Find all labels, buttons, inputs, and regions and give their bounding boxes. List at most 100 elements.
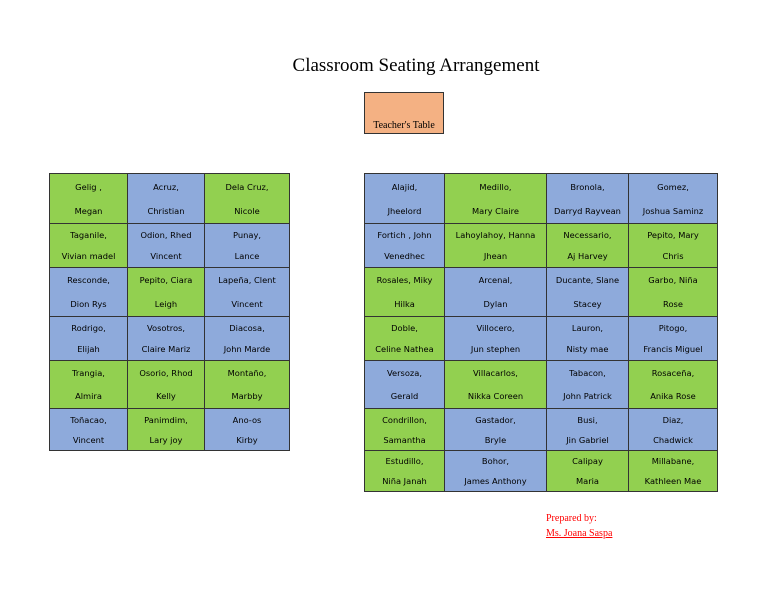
seat-name-line1: Diaz, [662, 414, 684, 425]
seat-name-line1: Montaño, [227, 368, 267, 378]
seat-name-line2: Venedhec [384, 251, 425, 261]
seat: Villacarlos, Nikka Coreen [444, 360, 547, 409]
seat-row: Fortich , John Venedhec Lahoylahoy, Hanna J… [364, 223, 718, 268]
seat-name-line1: Bohor, [481, 456, 510, 467]
seat-name-line2: Megan [74, 205, 103, 216]
teachers-table: Teacher's Table [364, 92, 444, 134]
seat-name-line2: Hilka [394, 298, 415, 309]
seat-name-line2: Lary joy [149, 434, 183, 445]
seat: Doble, Celine Nathea [364, 316, 445, 361]
seat-name-line2: Vincent [72, 434, 105, 445]
seat: Vosotros, Claire Mariz [127, 316, 205, 361]
seat: Tabacon, John Patrick [546, 360, 629, 409]
seat: Calipay Maria [546, 450, 629, 492]
seat: Bronola, Darryd Rayvean [546, 173, 629, 224]
seat-name-line1: Rosales, Miky [376, 275, 433, 286]
seat: Gastador, Bryle [444, 408, 547, 451]
seat-name-line2: Dylan [483, 298, 508, 309]
seat: Gomez, Joshua Saminz [628, 173, 718, 224]
seat-name-line2: Jheelord [387, 205, 422, 216]
seat-name-line1: Arcenal, [478, 275, 513, 286]
seat-row: Versoza, Gerald Villacarlos, Nikka Coreen Ta… [364, 360, 718, 409]
seat: Taganile, Vivian madel [49, 223, 128, 268]
seat-name-line1: Odion, Rhed [140, 230, 192, 240]
seat-name-line2: Nikka Coreen [467, 391, 524, 401]
seat: Estudillo, Niña Janah [364, 450, 445, 492]
seat-name-line1: Alajid, [391, 181, 418, 192]
seat: Diacosa, John Marde [204, 316, 290, 361]
seat-name-line2: Christian [147, 205, 185, 216]
seat-name-line2: Francis Miguel [643, 344, 703, 354]
seat-name-line1: Lauron, [571, 323, 604, 333]
seat-name-line2: Kathleen Mae [644, 475, 702, 486]
seat-row: Rosales, Miky Hilka Arcenal, Dylan Ducante, … [364, 267, 718, 317]
seat-name-line1: Bronola, [570, 181, 605, 192]
seat-name-line1: Necessario, [563, 230, 612, 240]
seat: Toñacao, Vincent [49, 408, 128, 451]
seat-name-line1: Lahoylahoy, Hanna [455, 230, 536, 240]
seat-name-line2: Leigh [154, 298, 178, 309]
right-seating-grid: Alajid, Jheelord Medillo, Mary Claire Bronol… [364, 173, 718, 492]
seat-name-line1: Busi, [577, 414, 598, 425]
seat: Alajid, Jheelord [364, 173, 445, 224]
seat: Pepito, Ciara Leigh [127, 267, 205, 317]
seat: Rosaceña, Anika Rose [628, 360, 718, 409]
seat-name-line2: Lance [234, 251, 260, 261]
seat: Lahoylahoy, Hanna Jhean [444, 223, 547, 268]
seat: Rosales, Miky Hilka [364, 267, 445, 317]
seat: Medillo, Mary Claire [444, 173, 547, 224]
seat-name-line1: Medillo, [479, 181, 512, 192]
seat-row: Resconde, Dion Rys Pepito, Ciara Leigh Lapeñ… [49, 267, 290, 317]
seat-row: Taganile, Vivian madel Odion, Rhed Vincent P… [49, 223, 290, 268]
seat-name-line1: Pepito, Ciara [139, 275, 193, 286]
seat: Bohor, James Anthony [444, 450, 547, 492]
left-seating-grid: Gelig , Megan Acruz, Christian Dela Cruz, Nic… [49, 173, 290, 451]
seat-name-line1: Garbo, Niña [648, 275, 698, 286]
seat-name-line2: Rose [663, 298, 683, 309]
seat-name-line2: Jin Gabriel [566, 434, 609, 445]
seat-row: Alajid, Jheelord Medillo, Mary Claire Bronol… [364, 173, 718, 224]
prepared-by-label: Prepared by: [546, 513, 597, 524]
seat-name-line2: Nisty mae [566, 344, 609, 354]
seat-name-line1: Toñacao, [70, 414, 107, 425]
seat-name-line2: Samantha [383, 434, 426, 445]
seat: Diaz, Chadwick [628, 408, 718, 451]
seat-name-line2: Dion Rys [70, 298, 107, 309]
seat-row: Condrillon, Samantha Gastador, Bryle Busi, Ji… [364, 408, 718, 451]
seat-name-line1: Gelig , [75, 181, 102, 192]
seat-name-line1: Ano-os [232, 414, 262, 425]
prepared-by-name: Ms. Joana Saspa [546, 528, 613, 539]
seat-name-line2: Elijah [77, 344, 100, 354]
seat-row: Gelig , Megan Acruz, Christian Dela Cruz, Nic… [49, 173, 290, 224]
seat-name-line1: Dela Cruz, [225, 181, 269, 192]
seat: Dela Cruz, Nicole [204, 173, 290, 224]
seat-name-line1: Trangia, [72, 368, 105, 378]
seat: Busi, Jin Gabriel [546, 408, 629, 451]
seat: Versoza, Gerald [364, 360, 445, 409]
seat: Arcenal, Dylan [444, 267, 547, 317]
prepared-by-block: Prepared by: Ms. Joana Saspa [546, 511, 612, 541]
seat-name-line2: John Marde [223, 344, 271, 354]
seat: Pitogo, Francis Miguel [628, 316, 718, 361]
seat-name-line2: Nicole [234, 205, 260, 216]
seat-name-line1: Estudillo, [385, 456, 424, 467]
seat: Villocero, Jun stephen [444, 316, 547, 361]
seat-row: Trangia, Almira Osorio, Rhod Kelly Montaño, M… [49, 360, 290, 409]
page-title: Classroom Seating Arrangement [292, 55, 540, 76]
seat: Pepito, Mary Chris [628, 223, 718, 268]
seat: Gelig , Megan [49, 173, 128, 224]
seat: Odion, Rhed Vincent [127, 223, 205, 268]
seat-name-line1: Pitogo, [658, 323, 688, 333]
seat-name-line2: Darryd Rayvean [554, 205, 621, 216]
seat: Garbo, Niña Rose [628, 267, 718, 317]
seat-name-line1: Gastador, [475, 414, 516, 425]
seat-name-line2: Gerald [390, 391, 419, 401]
seat-name-line2: Stacey [573, 298, 602, 309]
seat-name-line2: Joshua Saminz [642, 205, 704, 216]
seat: Rodrigo, Elijah [49, 316, 128, 361]
seat-name-line1: Condrillon, [382, 414, 427, 425]
seat-name-line2: Almira [75, 391, 102, 401]
seat-name-line1: Tabacon, [569, 368, 606, 378]
seat-name-line1: Punay, [232, 230, 261, 240]
seat: Acruz, Christian [127, 173, 205, 224]
